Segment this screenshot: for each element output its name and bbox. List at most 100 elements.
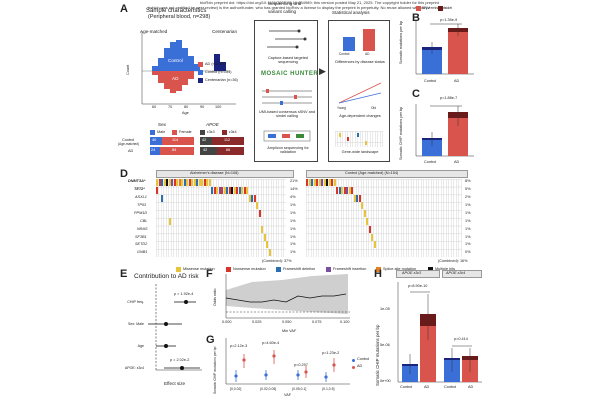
h-chart xyxy=(396,280,484,384)
apoe-ad-e3e4-bar xyxy=(217,147,244,155)
snv-swatch xyxy=(416,6,421,11)
gene-tp53: TP53 xyxy=(137,203,147,207)
ctrl-pct-6: 1% xyxy=(465,227,471,231)
indel-swatch xyxy=(438,6,443,11)
g-xlabel: VAF xyxy=(284,393,292,397)
sequencing-box: Capture-based targeted sequencing MOSAIC… xyxy=(254,20,318,162)
forest-pval-chip: p = 1.92e-4 xyxy=(174,292,194,296)
legend-fs-ins: Frameshift insertion xyxy=(333,267,367,271)
row-ad: AD xyxy=(128,149,134,153)
ctrl-pct-0: 8% xyxy=(465,179,471,183)
g-cat-1: (0.02,0.05] xyxy=(260,387,277,391)
gene-ppm1d: PPM1D xyxy=(134,211,148,215)
gene-dnmt3a: DNMT3A* xyxy=(128,179,146,183)
control-strip xyxy=(306,170,468,178)
age-xlabel: Age xyxy=(182,111,189,115)
h-strip-2 xyxy=(442,270,482,278)
panel-label-c: C xyxy=(412,88,420,100)
ad-label: AD xyxy=(172,76,179,81)
g-legend: Control AD xyxy=(352,357,382,372)
f-tick-1: 0.025 xyxy=(252,320,262,324)
ad-pct-7: 1% xyxy=(290,235,296,239)
legend-multi: Multiple hits xyxy=(435,267,456,271)
sex-control-male: 40 xyxy=(152,138,157,142)
age-histogram: Age-matched Centenarian Control AD Count… xyxy=(126,26,240,120)
h-strip-1-label: APOE ε3ε3 xyxy=(402,271,422,275)
g-legend-ad: AD xyxy=(357,364,363,368)
ad-combined: (Combined): 37% xyxy=(262,259,292,263)
vaf-svg xyxy=(225,338,350,385)
panel-a-title: Sample characteristics xyxy=(146,8,207,14)
sex-control-male-bar xyxy=(150,137,162,145)
ad-pct-2: 4% xyxy=(290,195,296,199)
sex-ad-male-bar xyxy=(150,147,160,155)
ad-pct-5: 1% xyxy=(290,219,296,223)
female-swatch xyxy=(172,130,177,135)
gene-setd2: SETD2 xyxy=(135,242,148,246)
forest-row-chip: CHIP freq. xyxy=(127,300,144,304)
apoe-e3e4: ε3ε4 xyxy=(229,130,237,134)
gene-sf3b1: SF3B1 xyxy=(135,235,147,239)
apoe-ad-e3e3-bar xyxy=(200,147,217,155)
ctrl-pct-9: 0% xyxy=(465,250,471,254)
g-cat-2: (0.05,0.1] xyxy=(292,387,307,391)
apoe-control-e3e4-bar xyxy=(212,137,244,145)
apoe-control-a: 42 xyxy=(202,138,207,142)
panel-label-a: A xyxy=(120,3,128,15)
ad-pct-6: 1% xyxy=(290,227,296,231)
preprint-line-1: bioRxiv preprint doi: https://doi.org/10… xyxy=(200,0,439,5)
h-svg xyxy=(397,282,482,383)
panel-e-title: Contribution to AD risk xyxy=(134,273,199,280)
legend-missense: Missense mutation xyxy=(183,267,215,271)
legend-control: Control (n=154) xyxy=(205,70,232,74)
legend-nonsense: Nonsense mutation xyxy=(233,267,266,271)
age-tick-90: 90 xyxy=(200,105,205,109)
legend-indel: Indel xyxy=(444,6,453,10)
stat-x-ad: AD xyxy=(365,52,370,56)
sex-title: Sex xyxy=(158,122,166,127)
stat-step-2: Age-dependent changes xyxy=(339,114,381,118)
f-tick-2: 0.050 xyxy=(282,320,292,324)
e3e4-swatch xyxy=(200,130,205,135)
row-age-matched: (Age-matched) xyxy=(118,142,140,146)
g-cat-0: [0,0.02] xyxy=(230,387,242,391)
panel-b-pval: p=1.35e-9 xyxy=(440,18,458,22)
legend-ad: AD (n=108) xyxy=(205,62,225,66)
sex-ad-female-bar xyxy=(160,147,194,155)
g-control-dot xyxy=(352,359,355,362)
control-strip-title: Control (Age-matched) (N=154) xyxy=(345,171,399,175)
odds-ratio-svg xyxy=(225,274,350,319)
ad-pct-9: 1% xyxy=(290,250,296,254)
gene-asxl1: ASXL1 xyxy=(135,195,147,199)
ctrl-pct-1: 5% xyxy=(465,187,471,191)
nonsense-swatch xyxy=(226,267,231,272)
ad-pct-3: 1% xyxy=(290,203,296,207)
forest-xlabel: Effect size xyxy=(164,381,186,386)
flow-step-1: Capture-based targeted sequencing xyxy=(267,56,309,64)
h-x-ad-2: AD xyxy=(468,385,474,389)
stat-old: Old xyxy=(371,106,376,110)
legend-ad-swatch xyxy=(198,62,203,67)
missense-swatch xyxy=(176,267,181,272)
ctrl-pct-2: 2% xyxy=(465,195,471,199)
legend-centenarian-swatch xyxy=(198,78,203,83)
stat-step-1: Differences by disease status xyxy=(335,60,385,64)
h-x-control-1: Control xyxy=(400,385,413,389)
row-control: Control xyxy=(122,138,135,142)
gene-gnb1: GNB1 xyxy=(137,250,148,254)
multi-swatch xyxy=(428,267,433,272)
stat-bar-icon xyxy=(343,29,375,51)
vaf-chart: p=2.12e-3 p=4.60e-4 p=0.297 p=1.23e-2 [0… xyxy=(222,336,354,398)
f-tick-3: 0.075 xyxy=(312,320,322,324)
legend-control-swatch xyxy=(198,70,203,75)
panel-h-ylabel: Somatic CHIP mutations per bp xyxy=(375,324,380,386)
flow-head-1: Sequencing and xyxy=(268,1,302,6)
g-pval-3: p=1.23e-2 xyxy=(322,351,340,355)
mutation-legend: Missense mutation Nonsense mutation Fram… xyxy=(176,266,476,274)
g-pval-1: p=4.60e-4 xyxy=(262,341,280,345)
amplicon-icon xyxy=(263,130,311,142)
forest-svg xyxy=(148,284,202,371)
h-pval-2: p=0.414 xyxy=(454,337,468,341)
ad-pct-4: 1% xyxy=(290,211,296,215)
f-tick-0: 0.000 xyxy=(222,320,232,324)
